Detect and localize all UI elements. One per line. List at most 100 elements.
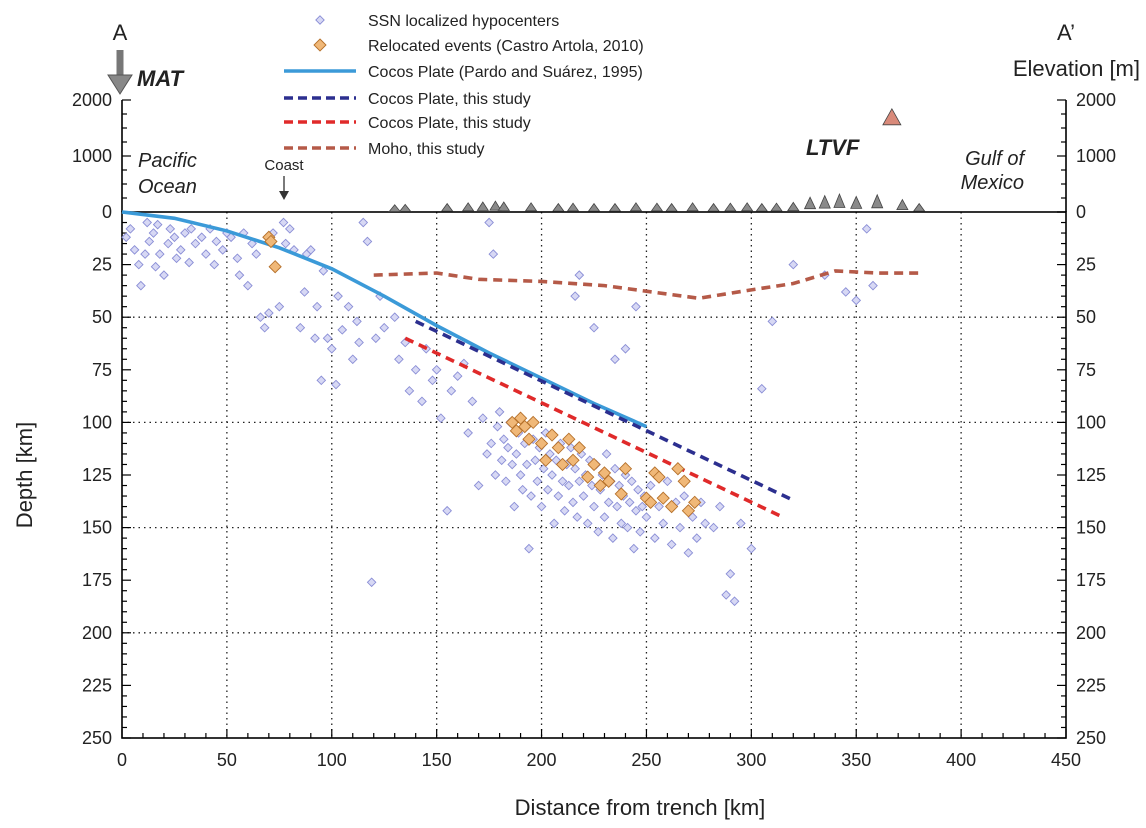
pacific-label-line2: Ocean (138, 176, 197, 198)
ssn-hypocenter-point (370, 333, 381, 344)
ssn-hypocenter-point (186, 223, 197, 234)
y-tick-label-left: 225 (82, 675, 112, 695)
ssn-hypocenter-point (654, 501, 664, 512)
ssn-hypocenter-point (649, 533, 660, 543)
ssn-hypocenter-point (851, 295, 862, 306)
ssn-hypocenter-point (633, 484, 643, 495)
legend-label: Cocos Plate (Pardo and Suárez, 1995) (368, 64, 643, 81)
ssn-hypocenter-point (658, 518, 669, 529)
ssn-hypocenter-point (488, 249, 499, 259)
ssn-hypocenter-point (446, 386, 457, 396)
ssn-hypocenter-point (154, 249, 165, 259)
elevation-axis-title: Elevation [m] (1013, 56, 1140, 81)
volcano-triangle (461, 202, 475, 212)
x-tick-label: 200 (527, 750, 557, 770)
ssn-hypocenter-point (553, 491, 564, 501)
volcano-triangle (629, 202, 643, 212)
ssn-hypocenter-point (486, 438, 497, 449)
y-tick-label-right: 25 (1076, 255, 1096, 275)
relocated-event-point (572, 441, 586, 455)
ssn-hypocenter-point (715, 501, 725, 512)
volcano-triangle (665, 202, 678, 212)
ssn-hypocenter-point (496, 455, 507, 466)
volcano-triangle (489, 200, 502, 211)
ssn-hypocenter-point (603, 497, 614, 508)
volcano-triangle (566, 202, 580, 212)
y-tick-label-right: 150 (1076, 518, 1106, 538)
ssn-hypocenter-point (861, 223, 872, 234)
x-tick-label: 450 (1051, 750, 1081, 770)
ssn-hypocenter-point (708, 522, 719, 533)
y-tick-label-left: 250 (82, 728, 112, 748)
ssn-hypocenter-point (566, 442, 576, 453)
legend: SSN localized hypocenters Relocated event… (284, 13, 644, 158)
relocated-event-point (264, 234, 278, 249)
ssn-hypocenter-point (721, 590, 731, 600)
ssn-hypocenter-point (452, 371, 463, 381)
volcano-triangle (497, 201, 511, 211)
ssn-hypocenter-point (641, 512, 652, 522)
ssn-hypocenter-point (736, 518, 746, 529)
volcano-triangle (871, 193, 884, 209)
y-tick-label-left: 100 (82, 412, 112, 432)
ssn-hypocenter-point (624, 497, 635, 508)
ssn-hypocenter-point (389, 312, 400, 323)
ssn-hypocenter-point (631, 301, 641, 312)
ssn-hypocenter-point (557, 476, 568, 487)
ssn-hypocenter-point (494, 407, 505, 417)
ssn-hypocenter-point (394, 354, 404, 365)
ssn-hypocenter-point (725, 569, 736, 579)
y-tick-label-right: 200 (1076, 623, 1106, 643)
ssn-hypocenter-point (163, 238, 173, 249)
ssn-hypocenter-point (136, 280, 146, 291)
ssn-hypocenter-point (637, 501, 648, 512)
ssn-hypocenter-point (616, 518, 627, 529)
ssn-hypocenter-point (379, 322, 390, 333)
ssn-hypocenter-point (280, 238, 291, 249)
ssn-hypocenter-point (484, 217, 494, 228)
ssn-hypocenter-point (524, 543, 534, 554)
x-tick-label: 150 (422, 750, 452, 770)
ssn-hypocenter-point (347, 354, 358, 365)
legend-label: Moho, this study (368, 141, 485, 158)
elev-tick-label-right: 1000 (1076, 146, 1116, 166)
y-axis-title: Depth [km] (12, 422, 37, 528)
ssn-hypocenter-point (251, 249, 262, 259)
y-tick-label-left: 150 (82, 518, 112, 538)
ssn-hypocenter-point (549, 518, 559, 529)
pacific-label-line1: Pacific (138, 150, 197, 172)
ssn-hypocenter-point (352, 316, 362, 327)
ssn-hypocenter-point (589, 501, 599, 512)
ssn-hypocenter-point (587, 480, 597, 491)
ssn-hypocenter-point (362, 236, 373, 247)
gulf-label-line2: Mexico (961, 172, 1024, 194)
y-tick-label-left: 75 (92, 360, 112, 380)
ssn-hypocenter-point (295, 322, 306, 333)
ssn-hypocenter-point (326, 343, 337, 354)
ssn-hypocenter-point (691, 533, 702, 543)
ssn-hypocenter-point (746, 543, 757, 554)
volcano-triangle (803, 196, 817, 210)
ssn-hypocenter-point (570, 291, 580, 301)
ssn-hypocenter-point (358, 217, 369, 228)
ssn-hypocenter-point (599, 512, 610, 522)
legend-label: SSN localized hypocenters (368, 13, 559, 30)
ssn-hypocenter-point (572, 512, 583, 522)
ssn-hypocenter-point (729, 596, 740, 607)
ssn-hypocenter-point (608, 533, 618, 543)
section-start-arrowhead-icon (107, 74, 133, 95)
ssn-hypocenter-point (463, 428, 473, 438)
x-tick-label: 250 (631, 750, 661, 770)
ssn-hypocenter-point (622, 522, 633, 533)
ssn-hypocenter-point (477, 413, 488, 424)
large-volcano-triangle (882, 107, 902, 126)
ssn-hypocenter-point (152, 219, 163, 230)
ssn-hypocenter-point (148, 228, 159, 238)
ssn-hypocenter-point (473, 480, 484, 491)
ssn-hypocenter-point (543, 484, 553, 495)
relocated-event-point (539, 453, 553, 467)
legend-label: Cocos Plate, this study (368, 91, 531, 108)
relocated-event-points (262, 230, 702, 518)
